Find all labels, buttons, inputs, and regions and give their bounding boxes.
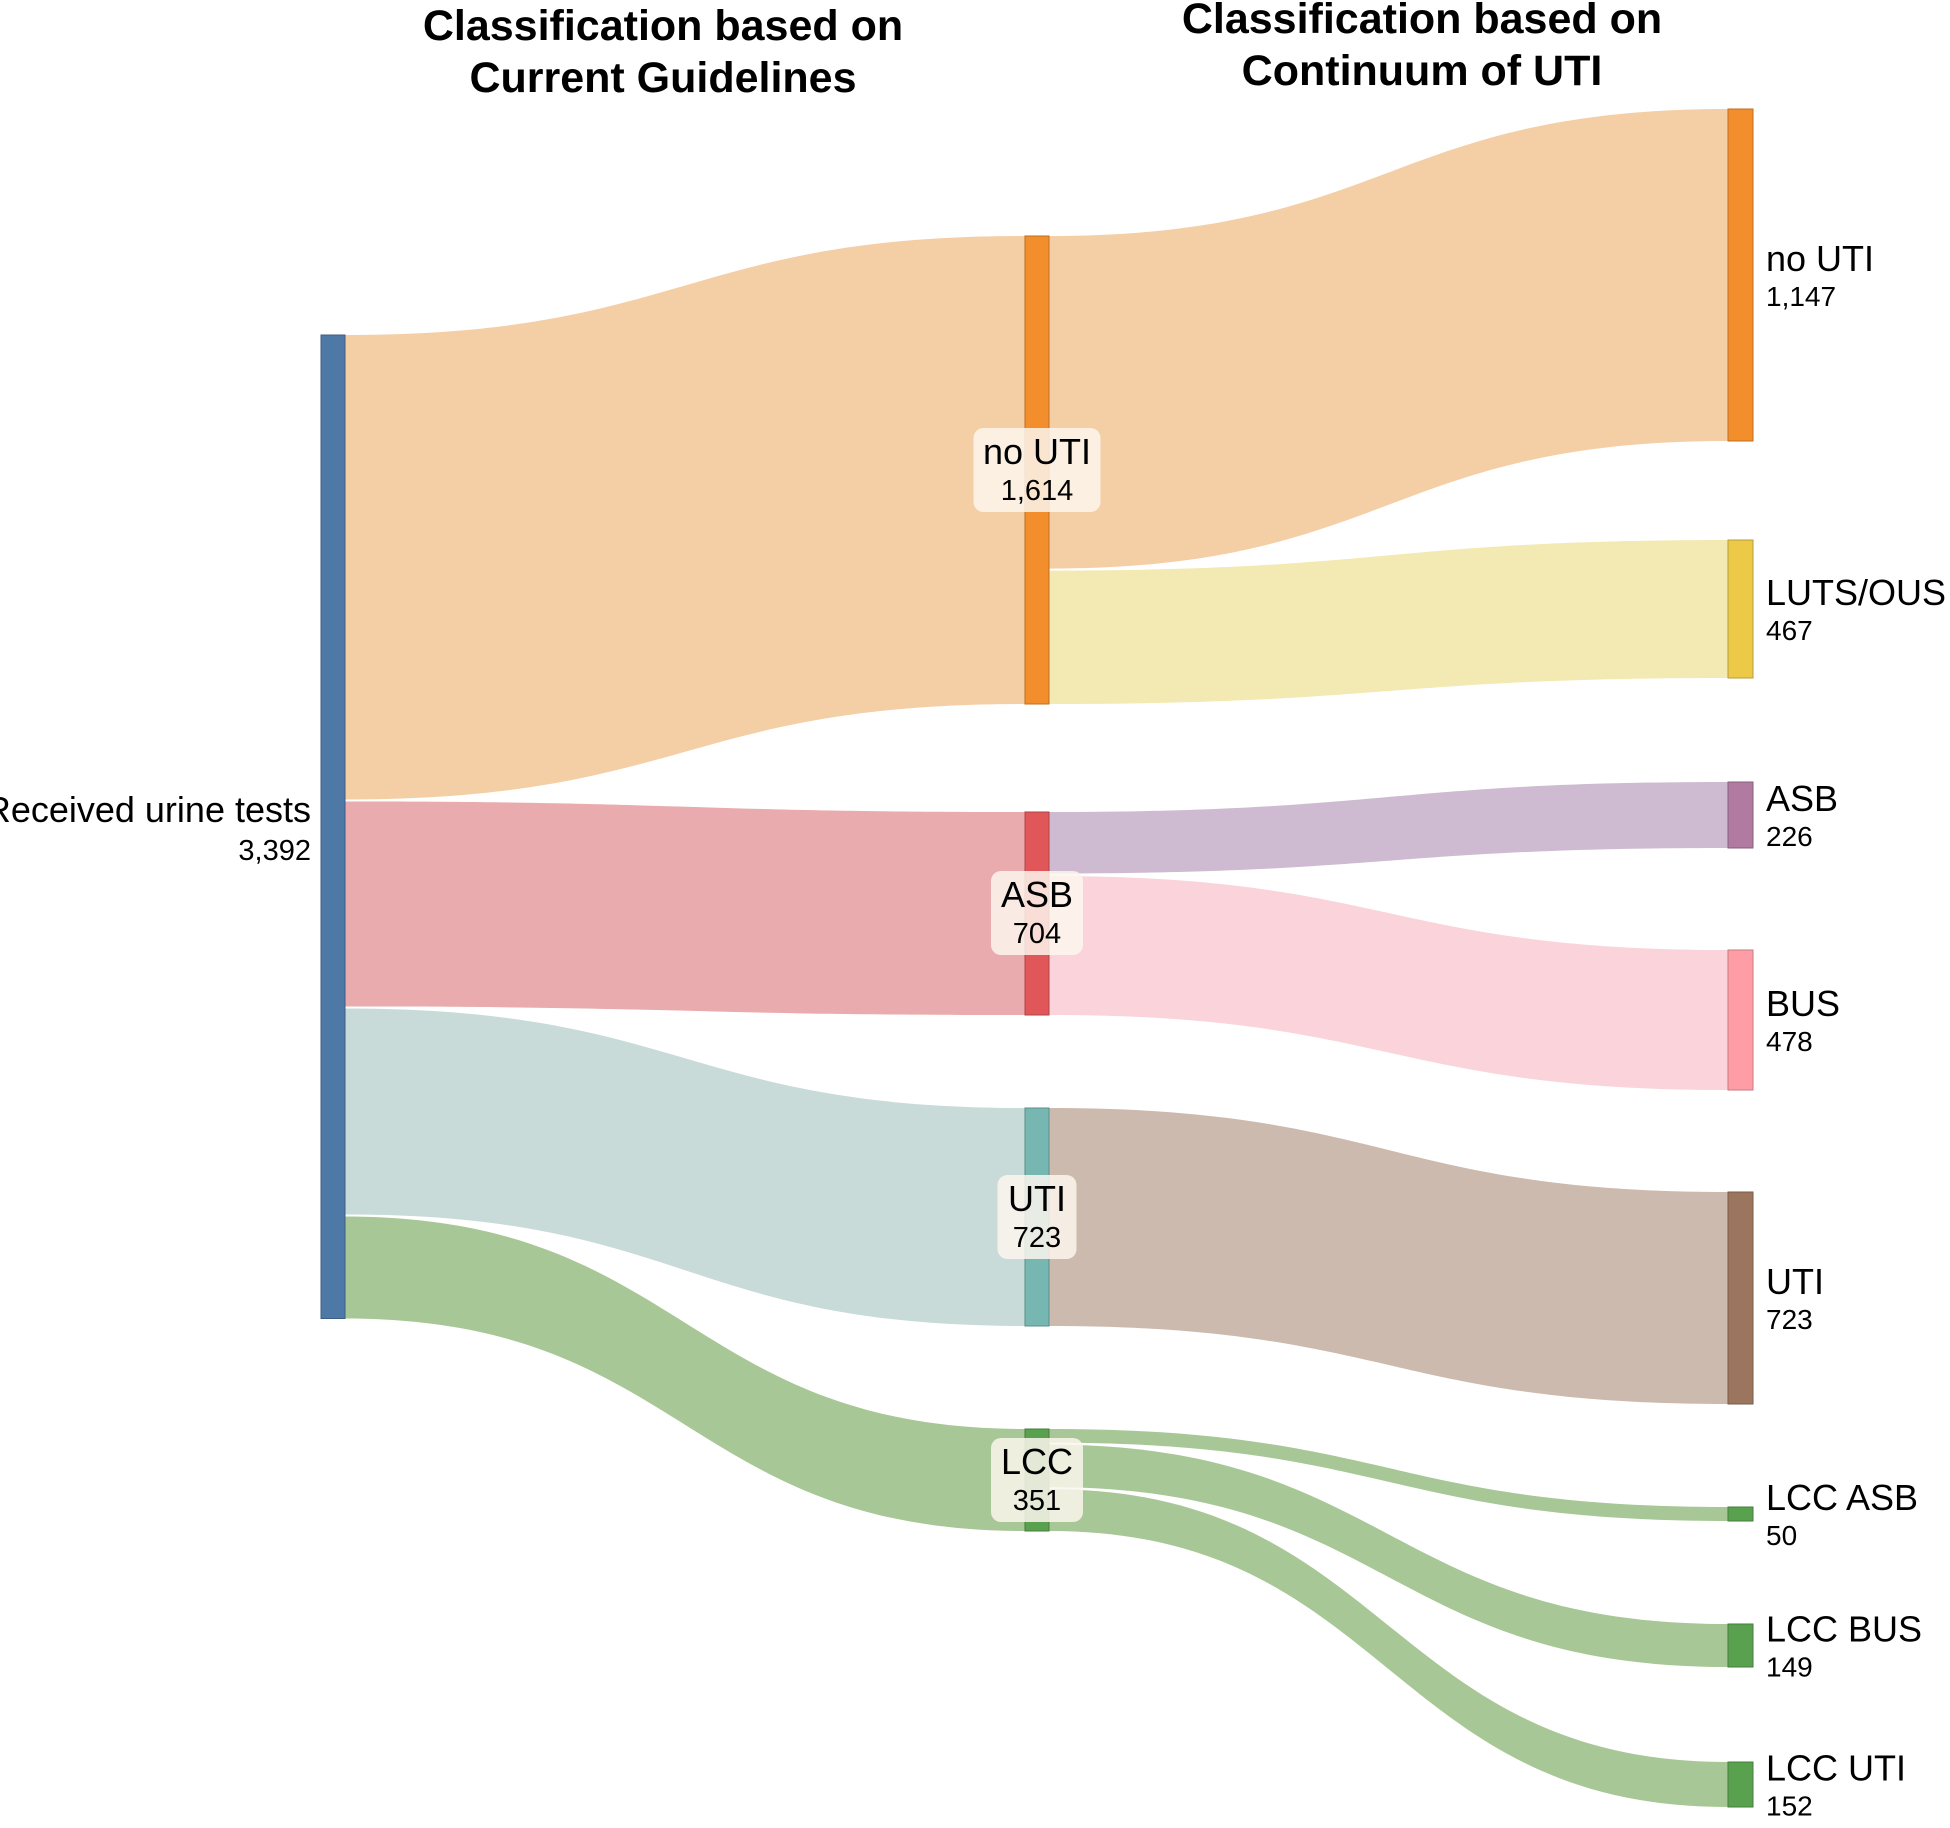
svg-text:ASB: ASB: [1766, 778, 1838, 819]
svg-text:1,614: 1,614: [1001, 475, 1074, 507]
svg-text:LUTS/OUS: LUTS/OUS: [1766, 572, 1946, 613]
svg-text:BUS: BUS: [1766, 983, 1840, 1024]
svg-text:LCC: LCC: [1001, 1441, 1073, 1482]
svg-text:Continuum of UTI: Continuum of UTI: [1242, 47, 1603, 95]
svg-text:467: 467: [1766, 615, 1813, 646]
svg-text:Current Guidelines: Current Guidelines: [469, 54, 856, 102]
svg-text:Classification based on: Classification based on: [1182, 0, 1662, 43]
svg-text:Received urine tests: Received urine tests: [0, 789, 311, 830]
svg-text:no UTI: no UTI: [1766, 238, 1874, 279]
svg-text:LCC BUS: LCC BUS: [1766, 1609, 1922, 1650]
svg-text:Classification based on: Classification based on: [423, 2, 903, 50]
svg-text:ASB: ASB: [1001, 874, 1073, 915]
svg-text:50: 50: [1766, 1520, 1797, 1551]
svg-text:478: 478: [1766, 1026, 1813, 1057]
svg-text:351: 351: [1013, 1485, 1061, 1517]
svg-text:723: 723: [1766, 1304, 1813, 1335]
svg-text:226: 226: [1766, 821, 1813, 852]
svg-text:LCC ASB: LCC ASB: [1766, 1477, 1918, 1518]
svg-text:704: 704: [1013, 918, 1061, 950]
svg-text:LCC UTI: LCC UTI: [1766, 1748, 1906, 1789]
svg-text:149: 149: [1766, 1652, 1813, 1683]
svg-text:723: 723: [1013, 1222, 1061, 1254]
svg-text:UTI: UTI: [1766, 1261, 1824, 1302]
svg-text:1,147: 1,147: [1766, 281, 1836, 312]
svg-text:3,392: 3,392: [238, 835, 311, 867]
svg-text:152: 152: [1766, 1791, 1813, 1822]
svg-text:UTI: UTI: [1008, 1178, 1066, 1219]
svg-text:no UTI: no UTI: [983, 431, 1091, 472]
